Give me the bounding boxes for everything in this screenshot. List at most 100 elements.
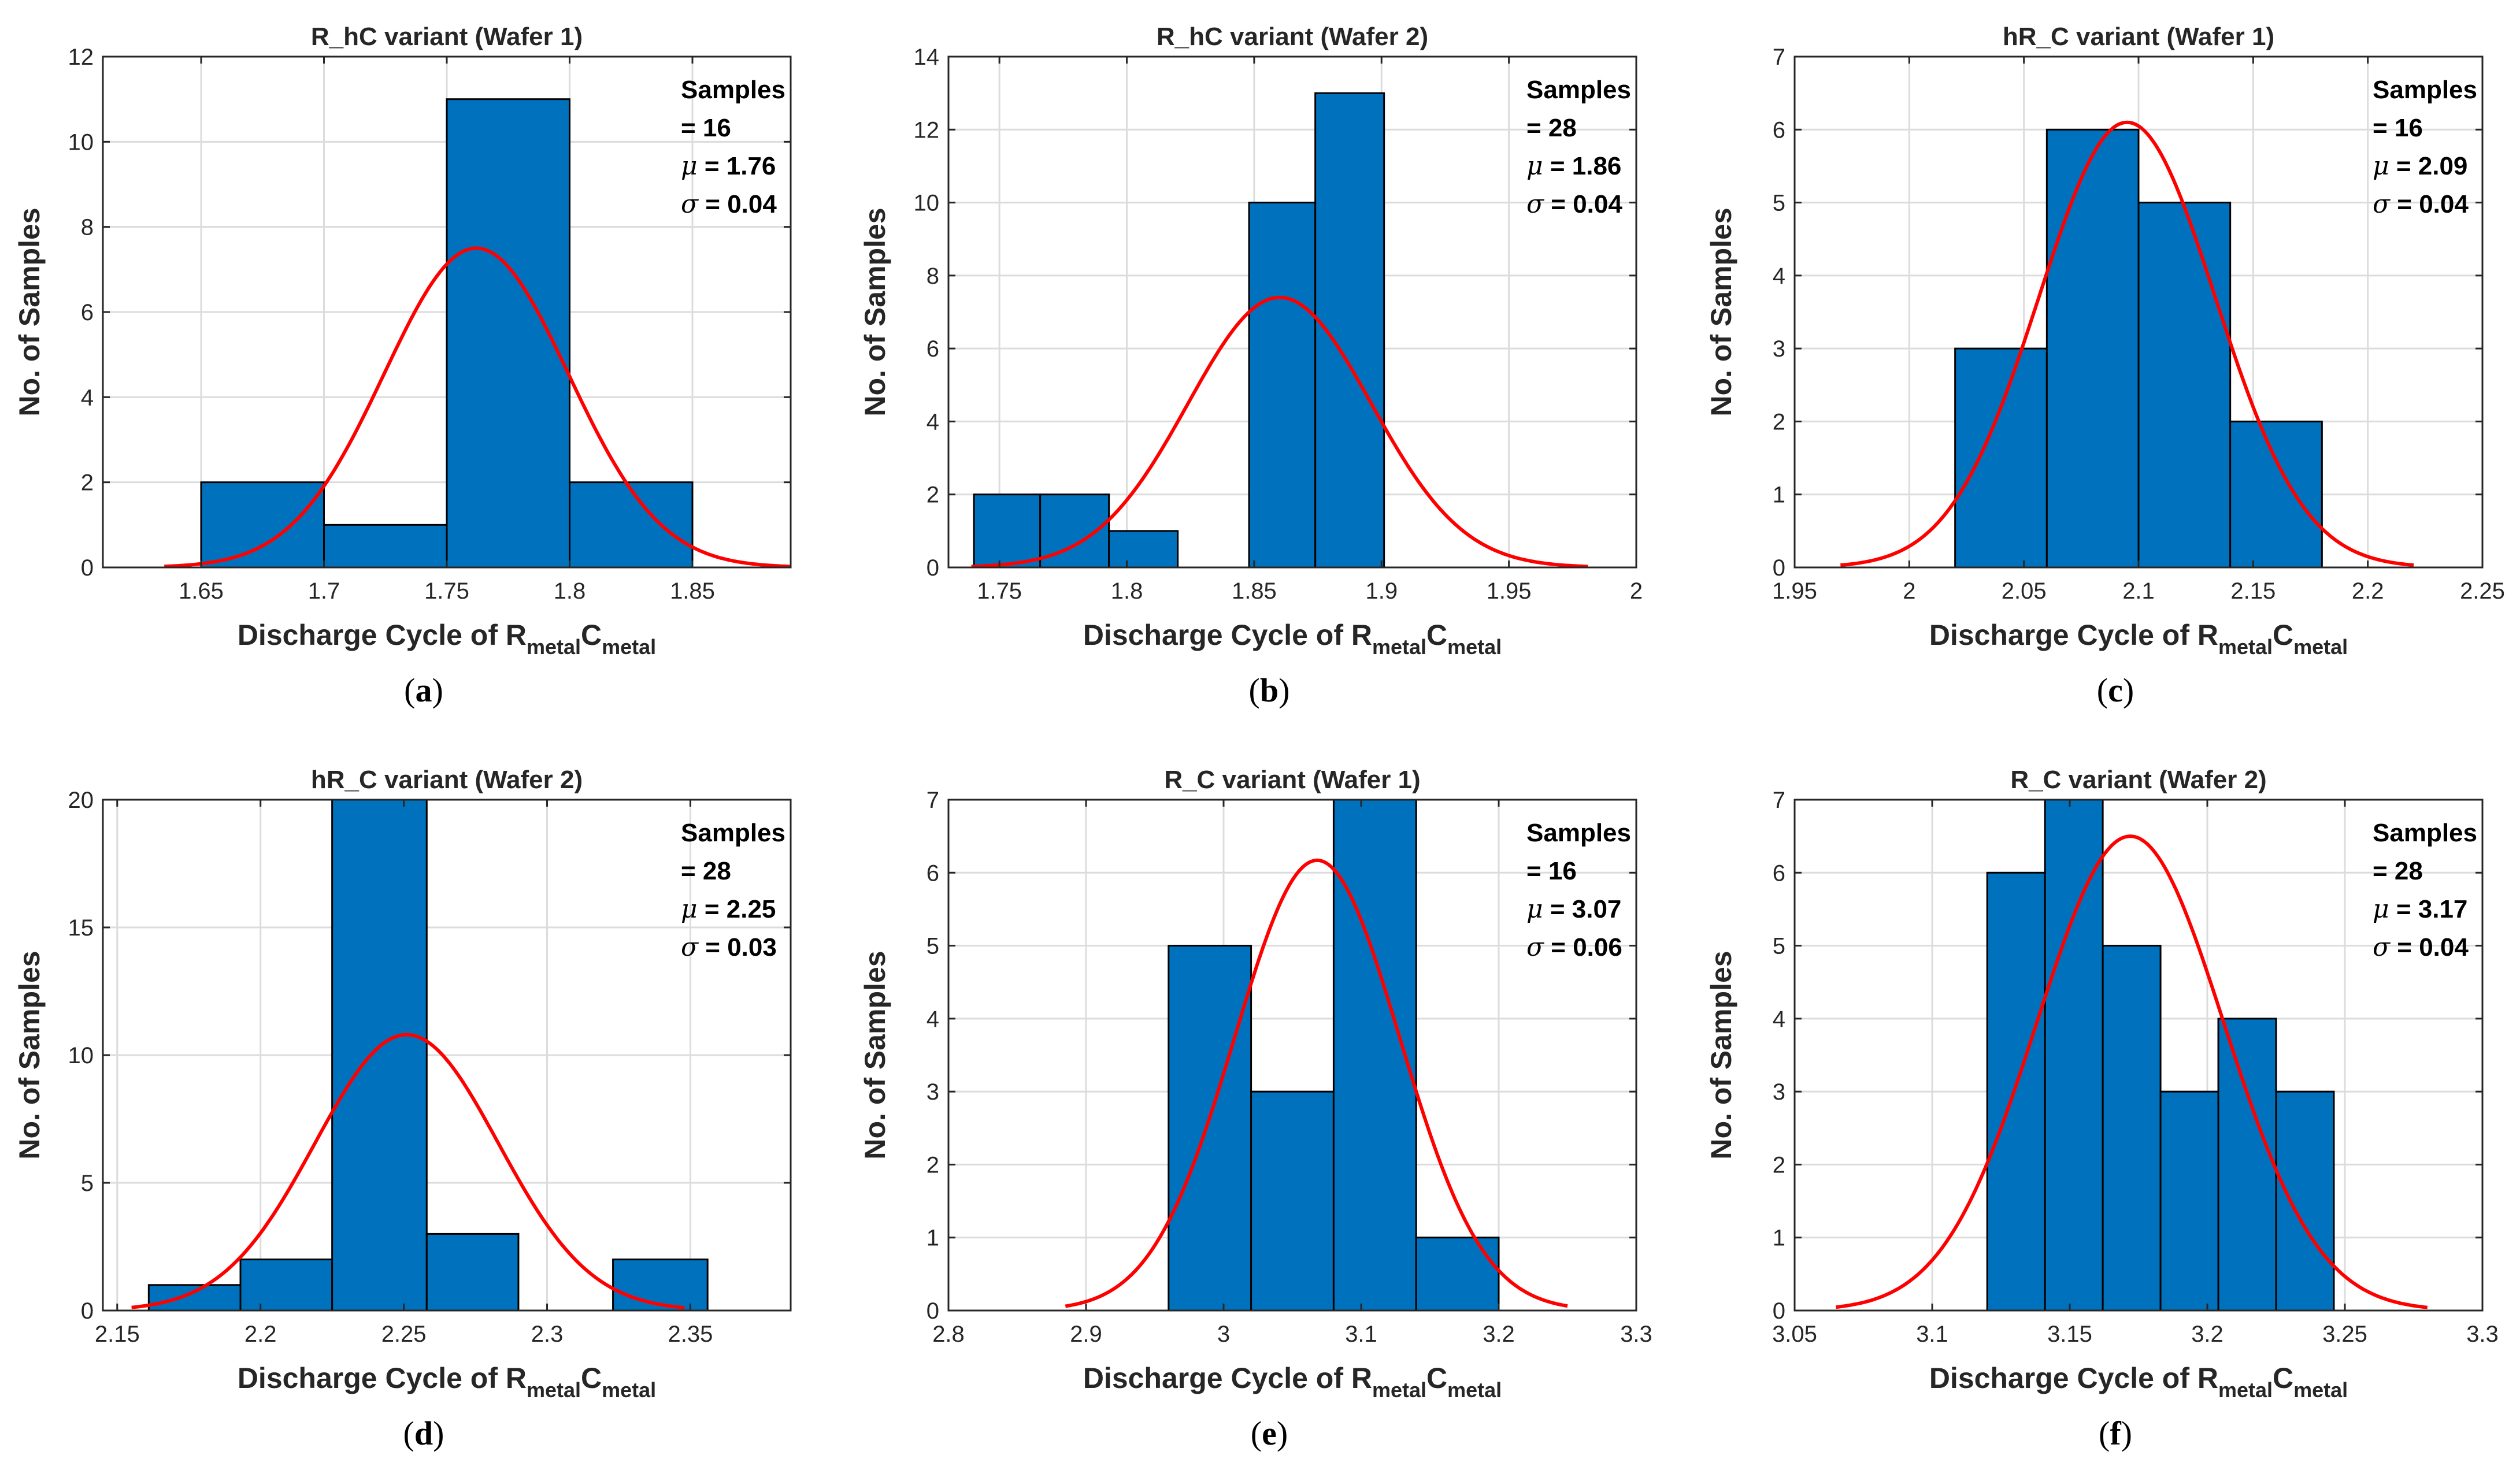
stats-std: σ = 0.03 xyxy=(681,933,777,962)
stats-std-value: = 0.06 xyxy=(1544,933,1622,962)
panel-f: 3.05 3.1 3.15 3.2 3.25 3.3 0 1 2 3 4 5 6 7 R_C variant… xyxy=(1705,766,2499,1452)
caption-open: ( xyxy=(403,1415,414,1452)
y-tick-label-6: 6 xyxy=(1773,860,1785,886)
x-axis-label-main: Discharge Cycle of R xyxy=(238,1362,527,1394)
x-tick-label-3: 2.3 xyxy=(531,1321,564,1347)
caption-open: ( xyxy=(1249,671,1260,709)
y-axis-label: No. of Samples xyxy=(13,951,46,1159)
x-axis-label-sub-2: metal xyxy=(1447,1378,1502,1402)
y-tick-label-5: 10 xyxy=(914,191,940,216)
x-axis-label-mid: C xyxy=(1426,619,1447,651)
histogram-bar-1 xyxy=(239,1259,333,1312)
stats-samples-count: = 28 xyxy=(1526,114,1577,142)
x-axis-label-mid: C xyxy=(2273,1362,2293,1394)
stats-samples-heading: Samples xyxy=(681,819,785,847)
panel-caption: (d) xyxy=(403,1415,444,1452)
x-tick-label-4: 3.25 xyxy=(2322,1321,2367,1347)
x-tick-label-1: 2.9 xyxy=(1070,1321,1102,1347)
stats-std: σ = 0.06 xyxy=(1526,933,1622,962)
x-axis-label: Discharge Cycle of RmetalCmetal xyxy=(1929,619,2348,659)
y-tick-label-1: 1 xyxy=(1773,1226,1785,1251)
y-tick-label-3: 6 xyxy=(81,300,94,325)
x-tick-label-3: 1.9 xyxy=(1365,578,1398,604)
y-tick-label-0: 0 xyxy=(927,1298,939,1324)
stats-mean: μ = 2.25 xyxy=(681,894,776,924)
histogram-bar-0 xyxy=(1986,871,2046,1312)
axes-box xyxy=(1793,799,2484,1312)
y-tick-label-1: 2 xyxy=(927,482,939,508)
stats-mean: μ = 1.86 xyxy=(1526,151,1621,181)
axes-box xyxy=(947,55,1637,569)
y-tick-label-6: 12 xyxy=(914,117,940,143)
y-tick-label-2: 2 xyxy=(927,1152,939,1178)
histogram-bar-3 xyxy=(2159,1090,2219,1312)
stats-mean: μ = 1.76 xyxy=(681,151,776,181)
stats-std-symbol: σ xyxy=(681,190,699,219)
normal-fit-curve xyxy=(131,1033,685,1310)
histogram-bar-2 xyxy=(446,98,570,569)
caption-letter: e xyxy=(1262,1415,1277,1452)
x-axis-label-mid: C xyxy=(1426,1362,1447,1394)
caption-letter: f xyxy=(2110,1415,2121,1452)
x-tick-label-4: 2.15 xyxy=(2230,578,2276,604)
panel-b: 1.75 1.8 1.85 1.9 1.95 2 0 2 4 6 8 10 12 14 R_hC varia… xyxy=(859,23,1643,709)
histogram-bar-0 xyxy=(1168,945,1252,1312)
caption-open: ( xyxy=(2097,671,2108,709)
x-tick-label-3: 3.1 xyxy=(1345,1321,1377,1347)
y-tick-label-3: 15 xyxy=(68,915,94,941)
x-axis-label-sub-2: metal xyxy=(1447,635,1502,659)
stats-mean: μ = 3.17 xyxy=(2373,894,2467,924)
stats-std-symbol: σ xyxy=(1526,190,1545,219)
stats-std-value: = 0.04 xyxy=(2390,933,2469,962)
y-tick-label-5: 5 xyxy=(1773,934,1785,959)
stats-std: σ = 0.04 xyxy=(1526,190,1622,219)
panel-c: 1.95 2 2.05 2.1 2.15 2.2 2.25 0 1 2 3 4 5 6 7 hR_C vari… xyxy=(1705,23,2505,709)
stats-mean-symbol: μ xyxy=(681,894,698,924)
stats-samples-count: = 28 xyxy=(2373,857,2423,885)
y-tick-label-4: 8 xyxy=(927,263,939,289)
histogram-bar-1 xyxy=(323,524,448,569)
stats-samples-heading: Samples xyxy=(2373,819,2477,847)
x-axis-label-main: Discharge Cycle of R xyxy=(1083,1362,1372,1394)
caption-letter: b xyxy=(1260,671,1278,709)
y-tick-label-0: 0 xyxy=(927,555,939,581)
stats-mean-symbol: μ xyxy=(2373,894,2389,924)
chart-title: hR_C variant (Wafer 1) xyxy=(2003,23,2274,51)
stats-samples-count: = 16 xyxy=(1526,857,1577,885)
panel-d: 2.15 2.2 2.25 2.3 2.35 0 5 10 15 20 hR_C variant (… xyxy=(13,766,792,1452)
x-axis-label: Discharge Cycle of RmetalCmetal xyxy=(1929,1362,2348,1402)
caption-close: ) xyxy=(2123,671,2134,709)
stats-samples-count: = 28 xyxy=(681,857,731,885)
x-tick-label-2: 3 xyxy=(1217,1321,1230,1347)
x-axis-label: Discharge Cycle of RmetalCmetal xyxy=(1083,619,1502,659)
x-tick-label-5: 3.3 xyxy=(2466,1321,2499,1347)
normal-fit-curve xyxy=(1840,120,2414,567)
x-tick-label-2: 2.05 xyxy=(2002,578,2047,604)
histogram-bar-1 xyxy=(2045,128,2140,569)
caption-close: ) xyxy=(433,1415,444,1452)
x-tick-label-3: 3.2 xyxy=(2191,1321,2223,1347)
x-tick-label-1: 1.7 xyxy=(308,578,340,604)
chart-title: R_C variant (Wafer 2) xyxy=(2010,766,2266,794)
caption-close: ) xyxy=(1277,1415,1288,1452)
y-tick-label-5: 10 xyxy=(68,129,94,155)
y-tick-label-0: 0 xyxy=(1773,555,1785,581)
x-axis-label-sub-1: metal xyxy=(527,635,581,659)
x-tick-label-0: 2.8 xyxy=(932,1321,965,1347)
histogram-bar-4 xyxy=(2217,1018,2277,1312)
x-axis-label-sub-2: metal xyxy=(602,1378,656,1402)
x-tick-label-5: 3.3 xyxy=(1620,1321,1652,1347)
x-tick-label-4: 1.95 xyxy=(1487,578,1532,604)
stats-std: σ = 0.04 xyxy=(2373,933,2469,962)
x-axis-label-sub-1: metal xyxy=(1372,1378,1426,1402)
panel-e: 2.8 2.9 3 3.1 3.2 3.3 0 1 2 3 4 5 6 7 R_C variant (Waf… xyxy=(859,766,1652,1452)
y-axis-label: No. of Samples xyxy=(859,207,891,416)
x-tick-label-2: 1.75 xyxy=(424,578,469,604)
x-axis-label-mid: C xyxy=(2273,619,2293,651)
y-axis-label: No. of Samples xyxy=(859,951,891,1159)
x-tick-label-2: 1.85 xyxy=(1232,578,1277,604)
x-axis-label: Discharge Cycle of RmetalCmetal xyxy=(238,1362,656,1402)
y-tick-label-3: 3 xyxy=(1773,1079,1785,1105)
stats-std-value: = 0.04 xyxy=(698,190,777,218)
x-tick-label-1: 2 xyxy=(1903,578,1915,604)
